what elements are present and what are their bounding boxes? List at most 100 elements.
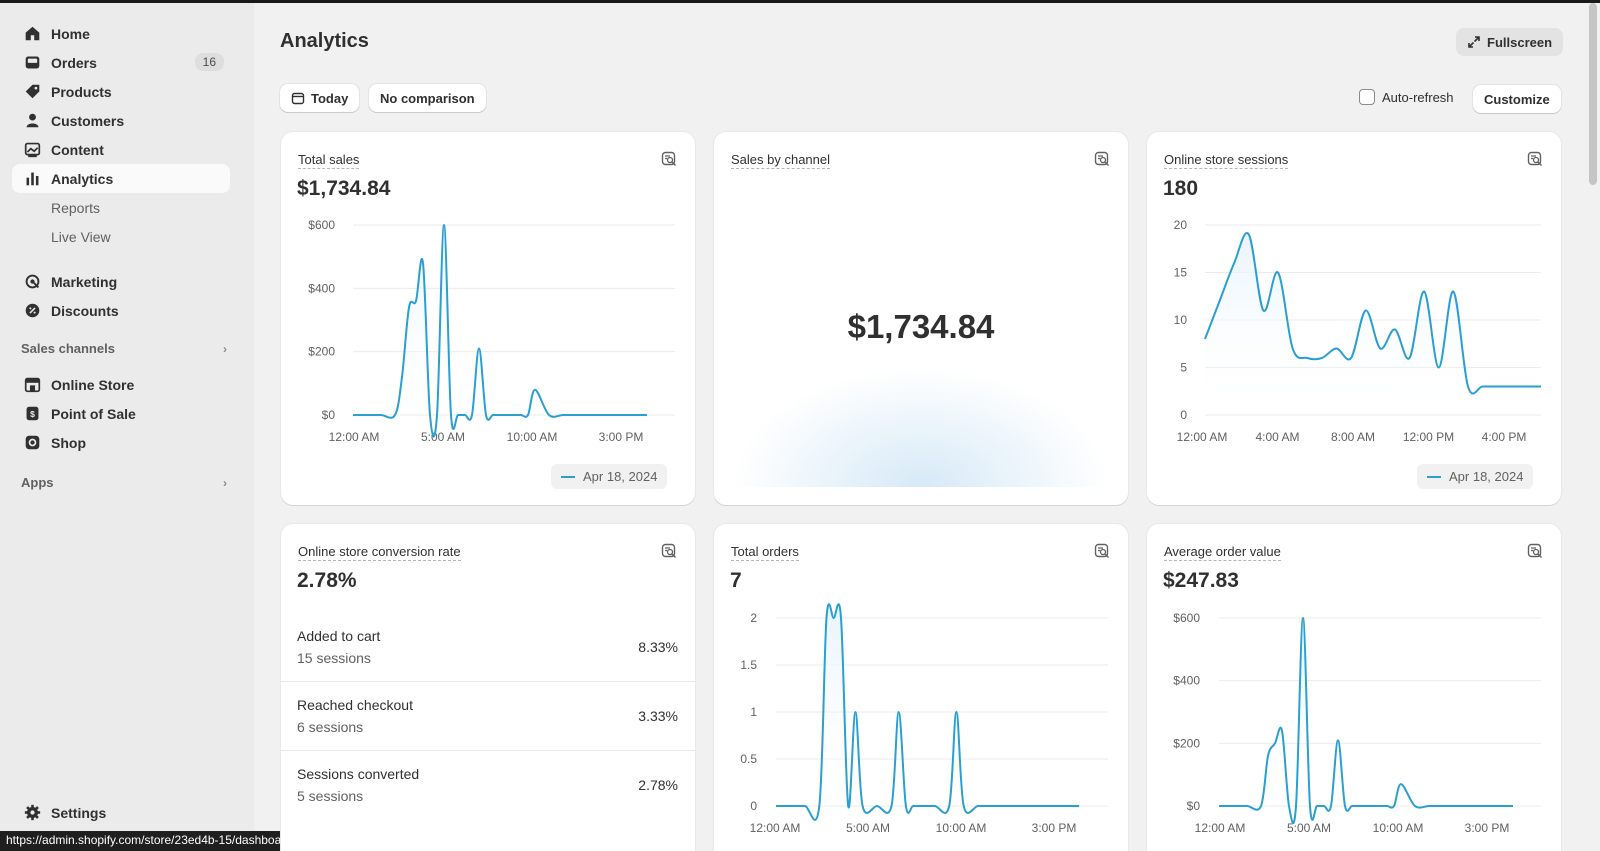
x-tick-label: 3:00 PM xyxy=(1465,821,1510,835)
tag-icon xyxy=(22,82,42,102)
y-tick-label: 0.5 xyxy=(740,752,757,766)
funnel-step-percent: 2.78% xyxy=(638,777,678,793)
apps-header[interactable]: Apps › xyxy=(21,475,227,490)
conversion-rate-card[interactable]: Online store conversion rate 2.78% Added… xyxy=(281,524,695,851)
sales-by-channel-card[interactable]: Sales by channel $1,734.84 xyxy=(714,132,1128,505)
card-title[interactable]: Online store sessions xyxy=(1164,152,1289,169)
card-value: 2.78% xyxy=(297,569,357,592)
sidebar-item-label: Marketing xyxy=(51,273,118,290)
funnel-step-label: Sessions converted xyxy=(297,766,420,782)
sidebar-item-label: Discounts xyxy=(51,302,119,319)
shop-icon xyxy=(22,433,42,453)
fullscreen-button[interactable]: Fullscreen xyxy=(1456,28,1564,56)
bar-chart-icon xyxy=(22,169,42,189)
discount-icon xyxy=(22,301,42,321)
y-tick-label: 15 xyxy=(1174,266,1188,280)
x-tick-label: 3:00 PM xyxy=(1032,821,1077,835)
sidebar-subitem-live-view[interactable]: Live View xyxy=(51,229,111,245)
explore-data-icon[interactable] xyxy=(1527,151,1543,167)
sessions-chart[interactable]: 0 5 10 15 20 12:00 AM 4:00 AM 8:00 AM 12:00 PM 4:… xyxy=(1147,132,1561,505)
auto-refresh-label: Auto-refresh xyxy=(1382,89,1454,105)
explore-data-icon[interactable] xyxy=(1094,543,1110,559)
x-tick-label: 8:00 AM xyxy=(1331,430,1375,444)
x-tick-label: 5:00 AM xyxy=(421,430,465,444)
inbox-icon xyxy=(22,53,42,73)
y-tick-label: $0 xyxy=(1187,799,1201,813)
funnel-step-sessions: 6 sessions xyxy=(297,719,364,735)
legend-swatch xyxy=(1427,475,1441,478)
sidebar-item-home[interactable]: Home xyxy=(12,19,230,48)
auto-refresh-toggle[interactable]: Auto-refresh xyxy=(1359,89,1454,105)
explore-data-icon[interactable] xyxy=(661,543,677,559)
card-title[interactable]: Online store conversion rate xyxy=(298,544,461,561)
explore-data-icon[interactable] xyxy=(661,151,677,167)
sales-channels-label: Sales channels xyxy=(21,341,115,356)
y-tick-label: $400 xyxy=(308,281,335,295)
y-tick-label: $200 xyxy=(308,345,335,359)
sidebar-item-marketing[interactable]: Marketing xyxy=(12,267,230,296)
sidebar-item-products[interactable]: Products xyxy=(12,77,230,106)
card-value: 7 xyxy=(730,569,742,592)
sidebar-item-online-store[interactable]: Online Store xyxy=(12,370,230,399)
y-tick-label: 0 xyxy=(1180,408,1187,422)
sidebar-item-content[interactable]: Content xyxy=(12,135,230,164)
sales-channels-header[interactable]: Sales channels › xyxy=(21,341,227,356)
x-tick-label: 12:00 AM xyxy=(329,430,380,444)
sidebar-item-orders[interactable]: Orders 16 xyxy=(12,48,230,77)
status-bar-url: https://admin.shopify.com/store/23ed4b-1… xyxy=(0,831,304,851)
x-tick-label: 5:00 AM xyxy=(1287,821,1331,835)
sidebar-item-point-of-sale[interactable]: $ Point of Sale xyxy=(12,399,230,428)
chevron-right-icon: › xyxy=(223,475,227,490)
card-title[interactable]: Total orders xyxy=(731,544,799,561)
series-line[interactable] xyxy=(352,223,647,438)
sidebar-item-label: Home xyxy=(51,25,90,42)
fullscreen-label: Fullscreen xyxy=(1487,34,1553,50)
y-tick-label: 1 xyxy=(750,705,757,719)
sidebar-item-settings[interactable]: Settings xyxy=(12,798,230,827)
series-line[interactable] xyxy=(1204,232,1541,395)
explore-data-icon[interactable] xyxy=(1094,151,1110,167)
auto-refresh-checkbox[interactable] xyxy=(1359,89,1375,105)
card-value: $1,734.84 xyxy=(297,177,391,200)
sessions-card[interactable]: Online store sessions 180 0 5 10 15 20 12:00 … xyxy=(1147,132,1561,505)
customize-button[interactable]: Customize xyxy=(1473,85,1561,113)
sidebar-item-label: Analytics xyxy=(51,170,114,187)
comparison-button[interactable]: No comparison xyxy=(369,84,486,112)
sidebar-item-customers[interactable]: Customers xyxy=(12,106,230,135)
comparison-label: No comparison xyxy=(380,90,475,106)
sidebar-item-label: Online Store xyxy=(51,376,135,393)
sidebar-subitem-reports[interactable]: Reports xyxy=(51,200,101,216)
divider xyxy=(281,681,695,682)
date-range-button[interactable]: Today xyxy=(280,84,360,112)
scrollbar-thumb[interactable] xyxy=(1589,3,1597,185)
series-line[interactable] xyxy=(775,603,1080,821)
sidebar-item-label: Point of Sale xyxy=(51,405,136,422)
explore-data-icon[interactable] xyxy=(1527,543,1543,559)
customize-label: Customize xyxy=(1484,91,1550,107)
series-line[interactable] xyxy=(1218,616,1513,825)
sidebar-item-label: Customers xyxy=(51,112,125,129)
svg-text:$: $ xyxy=(30,409,35,419)
card-title[interactable]: Sales by channel xyxy=(731,152,831,169)
x-tick-label: 12:00 AM xyxy=(1177,430,1228,444)
aov-card[interactable]: Average order value $247.83 $0 $200 $400 $6… xyxy=(1147,524,1561,851)
page-title: Analytics xyxy=(280,30,369,52)
total-sales-chart[interactable]: $0 $200 $400 $600 12:00 AM 5:00 AM 10:00 AM 3:0… xyxy=(281,132,695,505)
target-icon xyxy=(22,272,42,292)
series-area xyxy=(1205,232,1541,415)
sidebar-item-analytics[interactable]: Analytics xyxy=(12,164,230,193)
sidebar-item-discounts[interactable]: Discounts xyxy=(12,296,230,325)
card-title[interactable]: Total sales xyxy=(298,152,360,169)
total-orders-card[interactable]: Total orders 7 0 0.5 1 1.5 2 12:00 AM 5:00 AM 1… xyxy=(714,524,1128,851)
sidebar: Home Orders 16 Products Customers Conten… xyxy=(0,3,254,851)
total-orders-chart[interactable]: 0 0.5 1 1.5 2 12:00 AM 5:00 AM 10:00 AM 3:00 PM xyxy=(714,524,1128,851)
pos-icon: $ xyxy=(22,404,42,424)
funnel-step-label: Added to cart xyxy=(297,628,381,644)
card-title[interactable]: Average order value xyxy=(1164,544,1281,561)
y-tick-label: $600 xyxy=(308,218,335,232)
funnel-step-sessions: 15 sessions xyxy=(297,650,371,666)
total-sales-card[interactable]: Total sales $1,734.84 $0 $200 $400 $600 12:0… xyxy=(281,132,695,505)
sidebar-item-shop[interactable]: Shop xyxy=(12,428,230,457)
aov-chart[interactable]: $0 $200 $400 $600 12:00 AM 5:00 AM 10:00 AM 3:0… xyxy=(1147,524,1561,851)
x-tick-label: 10:00 AM xyxy=(936,821,987,835)
